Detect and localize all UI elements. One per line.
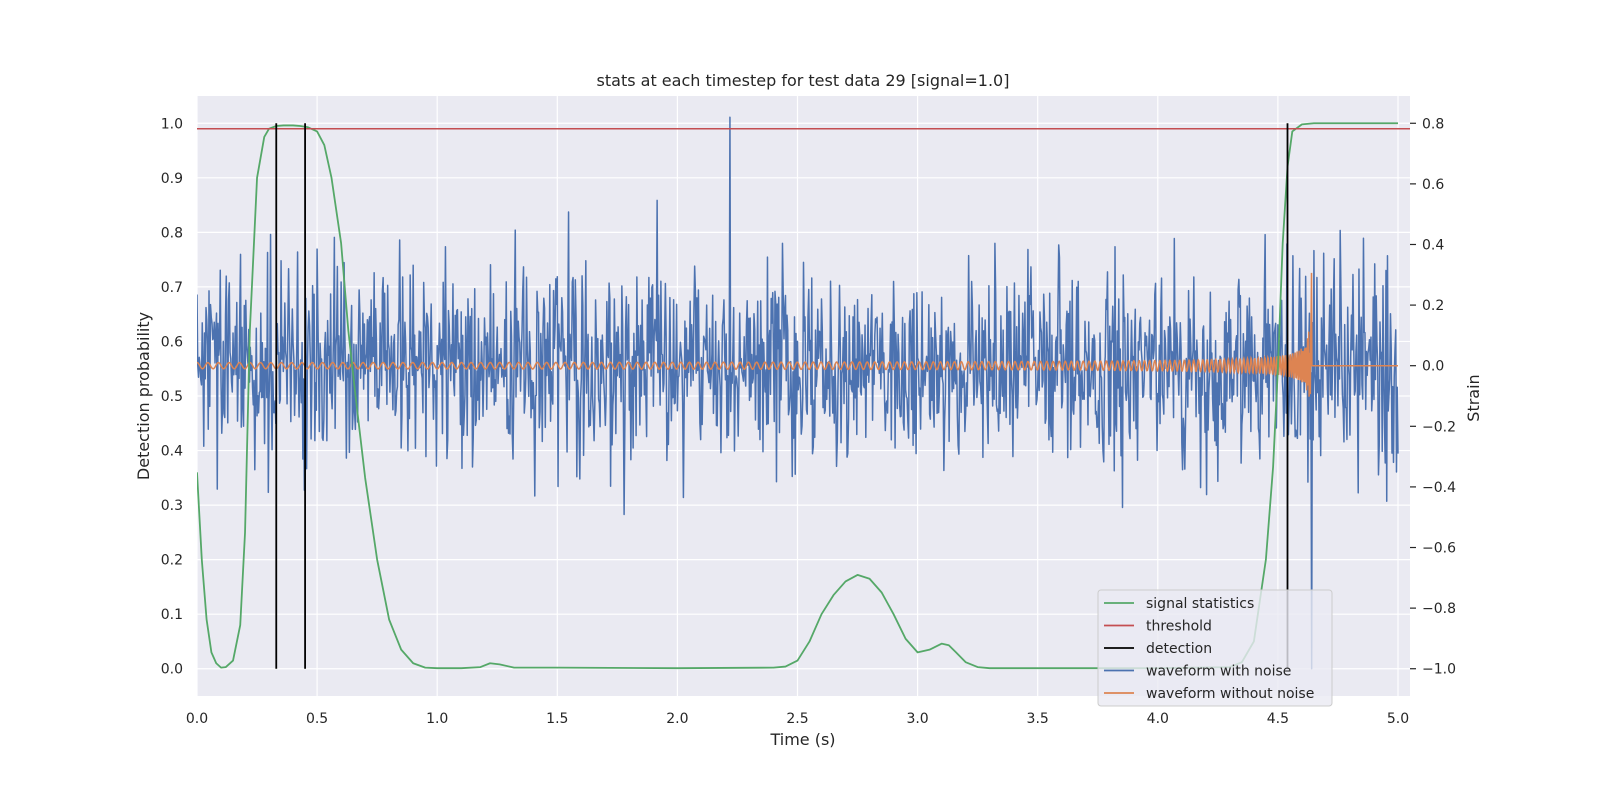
legend-label: detection <box>1146 641 1212 657</box>
waveform-without-noise-line <box>197 272 1398 397</box>
x-tick-label: 0.0 <box>186 711 208 727</box>
x-tick-label: 3.5 <box>1027 711 1049 727</box>
y-left-tick-label: 0.9 <box>161 171 183 187</box>
y-left-tick-label: 0.8 <box>161 225 183 241</box>
y-right-tick-label: 0.0 <box>1422 359 1444 375</box>
y-left-tick-label: 1.0 <box>161 116 183 132</box>
legend-box <box>1097 589 1333 707</box>
x-tick-label: 3.0 <box>906 711 928 727</box>
y-left-tick-label: 0.7 <box>161 280 183 296</box>
y-right-tick-label: −0.8 <box>1422 601 1456 617</box>
x-tick-label: 2.5 <box>786 711 808 727</box>
y-right-tick-label: 0.6 <box>1422 177 1444 193</box>
x-tick-label: 5.0 <box>1387 711 1409 727</box>
y-left-tick-label: 0.3 <box>161 498 183 514</box>
y-right-tick-label: 0.2 <box>1422 298 1444 314</box>
legend: signal statistics threshold detection wavef… <box>1097 589 1333 707</box>
y-right-tick-label: −0.6 <box>1422 541 1456 557</box>
chart-title: stats at each timestep for test data 29 … <box>597 71 1010 90</box>
x-axis-ticks: 0.0 0.5 1.0 1.5 2.0 2.5 3.0 3.5 4.0 4.5 5.0 <box>186 711 1409 727</box>
y-left-tick-label: 0.6 <box>161 334 183 350</box>
legend-label: signal statistics <box>1146 596 1254 612</box>
y-right-tick-label: −0.2 <box>1422 419 1456 435</box>
x-tick-label: 4.5 <box>1267 711 1289 727</box>
x-tick-label: 2.0 <box>666 711 688 727</box>
y-right-axis-ticks: −1.0 −0.8 −0.6 −0.4 −0.2 0.0 0.2 0.4 0.6 0.8 <box>1410 116 1456 678</box>
y-right-tick-label: 0.4 <box>1422 237 1444 253</box>
x-axis-label: Time (s) <box>769 730 835 749</box>
y-right-axis-label: Strain <box>1464 374 1483 421</box>
y-left-tick-label: 0.2 <box>161 553 183 569</box>
y-left-axis-ticks: 0.0 0.1 0.2 0.3 0.4 0.5 0.6 0.7 0.8 0.9 1.0 <box>161 116 183 677</box>
legend-label: threshold <box>1146 619 1212 635</box>
y-left-tick-label: 0.5 <box>161 389 183 405</box>
legend-label: waveform without noise <box>1146 686 1314 702</box>
y-right-tick-label: −0.4 <box>1422 480 1456 496</box>
x-tick-label: 1.5 <box>546 711 568 727</box>
x-tick-label: 1.0 <box>426 711 448 727</box>
legend-label: waveform with noise <box>1146 664 1291 680</box>
x-tick-label: 4.0 <box>1147 711 1169 727</box>
y-left-axis-label: Detection probability <box>134 312 153 480</box>
x-tick-label: 0.5 <box>306 711 328 727</box>
y-left-tick-label: 0.0 <box>161 662 183 678</box>
y-left-tick-label: 0.1 <box>161 607 183 623</box>
y-right-tick-label: −1.0 <box>1422 662 1456 678</box>
y-left-tick-label: 0.4 <box>161 444 183 460</box>
y-right-tick-label: 0.8 <box>1422 116 1444 132</box>
